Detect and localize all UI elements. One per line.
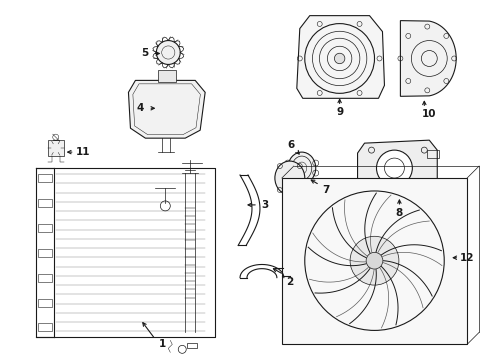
Text: 9: 9 (336, 107, 343, 117)
Text: 3: 3 (261, 200, 269, 210)
Circle shape (366, 252, 383, 269)
Text: 10: 10 (422, 109, 437, 119)
Text: 1: 1 (159, 339, 166, 349)
Text: 4: 4 (137, 103, 144, 113)
Polygon shape (358, 140, 437, 196)
Text: 11: 11 (75, 147, 90, 157)
Bar (158, 71, 176, 82)
Bar (187, 343, 197, 348)
Bar (38, 323, 52, 332)
Bar (282, 178, 467, 345)
Bar (38, 174, 52, 182)
Ellipse shape (275, 161, 305, 195)
Ellipse shape (288, 152, 316, 184)
Text: 2: 2 (286, 276, 294, 287)
Bar (427, 150, 439, 158)
Text: 8: 8 (396, 208, 403, 218)
Polygon shape (128, 80, 205, 138)
Circle shape (350, 236, 399, 285)
Bar (48, 140, 64, 156)
Text: 12: 12 (460, 253, 474, 263)
Text: 6: 6 (287, 140, 294, 150)
Circle shape (334, 53, 345, 64)
Bar (38, 298, 52, 306)
Text: 5: 5 (141, 49, 148, 58)
Polygon shape (297, 15, 385, 98)
Circle shape (376, 150, 413, 186)
Circle shape (156, 41, 180, 64)
Polygon shape (400, 21, 456, 96)
Bar (38, 274, 52, 282)
Bar (38, 224, 52, 232)
Text: 7: 7 (322, 185, 329, 195)
Bar (38, 249, 52, 257)
Bar (38, 199, 52, 207)
